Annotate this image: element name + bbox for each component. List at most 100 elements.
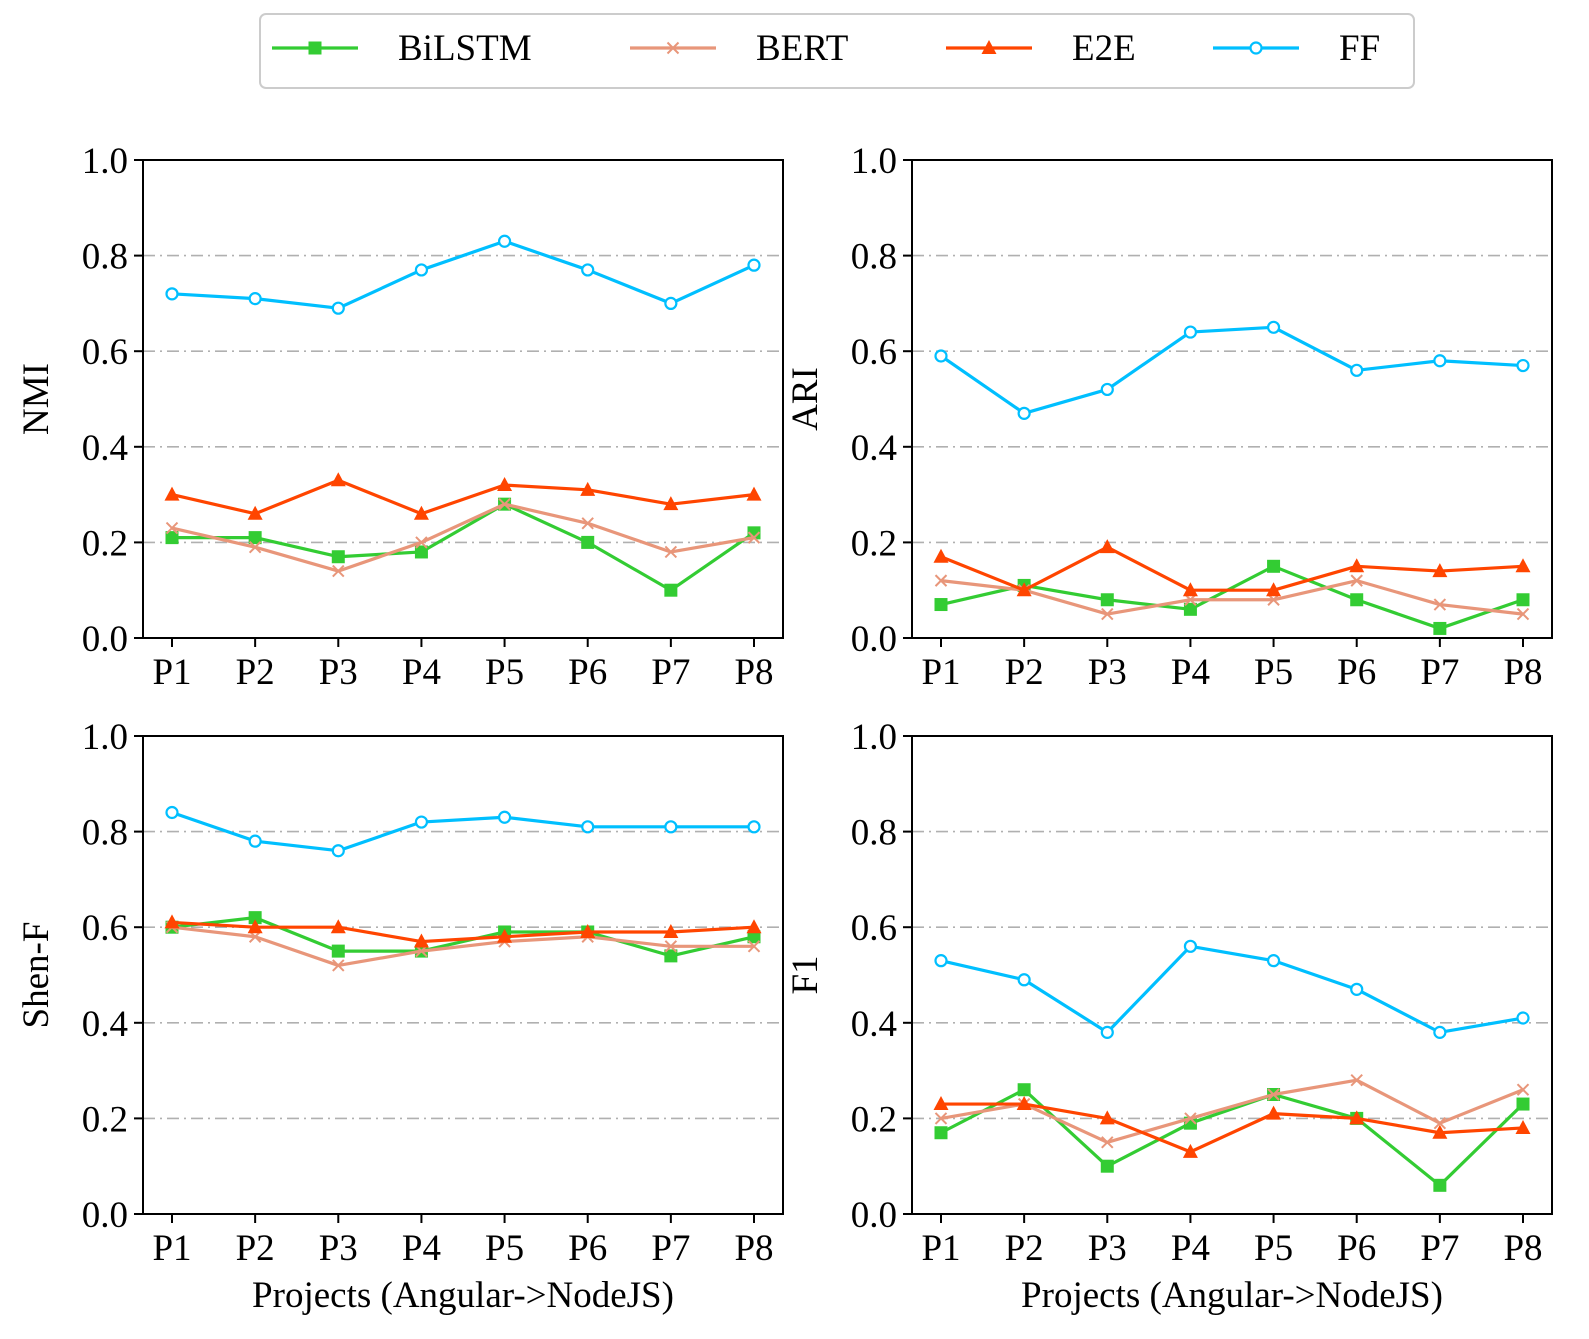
legend-label-e2e: E2E	[1072, 28, 1136, 69]
data-point-ff-p7	[1433, 1025, 1447, 1039]
data-point-bilstm-p7	[664, 583, 678, 597]
legend-label-bert: BERT	[756, 28, 848, 69]
data-point-ff-p2	[248, 834, 262, 848]
data-point-bilstm-p5	[1267, 559, 1281, 573]
y-tick-label: 0.8	[851, 237, 897, 278]
data-point-bert-p6	[581, 517, 594, 530]
data-point-bert-p3	[332, 564, 345, 578]
series-line-bert	[940, 579, 1524, 616]
y-axis-label: F1	[785, 955, 826, 994]
gridlines	[143, 830, 783, 1120]
x-tick-label-p4: P4	[1171, 1228, 1210, 1269]
data-point-bert-p8	[1516, 1083, 1530, 1096]
y-tick-label: 0.0	[851, 619, 897, 660]
data-point-bert-p8	[747, 940, 761, 953]
x-tick-label-p6: P6	[1337, 652, 1376, 693]
x-tick-label-p5: P5	[1254, 652, 1293, 693]
data-point-ff-p2	[248, 292, 262, 306]
y-tick-label: 0.8	[82, 237, 128, 278]
data-point-e2e-p8	[746, 919, 762, 934]
x-tick-label-p3: P3	[1088, 1228, 1127, 1269]
data-point-ff-p8	[747, 258, 761, 272]
data-point-e2e-p6	[1349, 1110, 1365, 1125]
legend-item-bilstm: BiLSTM	[272, 28, 532, 69]
data-point-ff-p7	[1433, 354, 1447, 368]
legend: BiLSTM BERT E2E FF	[259, 13, 1415, 89]
data-point-e2e-p8	[746, 486, 762, 501]
y-axis: 0.0 0.2 0.4 0.6 0.8 1.0	[82, 717, 143, 1236]
data-point-bilstm-p3	[1100, 593, 1114, 607]
data-point-bert-p7	[1433, 598, 1447, 611]
x-tick-label-p7: P7	[651, 652, 690, 693]
x-tick-label-p7: P7	[1420, 652, 1459, 693]
data-point-bert-p4	[415, 536, 428, 549]
series-e2e	[933, 539, 1531, 597]
data-point-bert-p7	[664, 545, 678, 559]
series-group	[933, 320, 1531, 635]
x-tick-label-p4: P4	[1171, 652, 1210, 693]
x-tick-label-p2: P2	[1005, 1228, 1044, 1269]
data-point-bilstm-p4	[1183, 602, 1197, 616]
x-tick-label-p8: P8	[1503, 652, 1542, 693]
data-point-ff-p1	[165, 287, 179, 301]
data-point-ff-p7	[664, 820, 678, 834]
y-tick-label: 0.2	[851, 523, 897, 564]
series-line-bilstm	[940, 1088, 1525, 1187]
legend-item-bert: BERT	[630, 28, 848, 69]
data-point-bilstm-p1	[165, 531, 179, 545]
data-point-e2e-p3	[330, 472, 346, 487]
data-point-bilstm-p7	[1433, 1178, 1447, 1192]
series-line-e2e	[941, 1102, 1524, 1154]
series-line-e2e	[171, 478, 755, 516]
legend-marker-square	[308, 41, 322, 55]
data-point-ff-p7	[664, 296, 678, 310]
y-tick-label: 0.4	[851, 1004, 897, 1045]
data-point-bert-p7	[664, 940, 678, 953]
data-point-ff-p1	[934, 954, 948, 968]
data-point-ff-p5	[497, 810, 512, 824]
series-line-bert	[171, 502, 755, 573]
y-tick-label: 0.2	[851, 1099, 897, 1140]
series-line-bert	[940, 1078, 1524, 1144]
series-line-ff	[171, 810, 754, 853]
series-bilstm	[934, 559, 1530, 635]
x-axis: P1 P2 P3 P4 P5 P6 P7 P8	[921, 638, 1543, 693]
data-point-bilstm-p3	[331, 550, 345, 564]
data-point-e2e-p3	[1099, 1110, 1115, 1125]
data-point-e2e-p2	[1016, 582, 1032, 597]
data-point-e2e-p7	[1432, 1124, 1448, 1139]
data-point-e2e-p6	[1349, 558, 1365, 573]
y-axis-label: Shen-F	[16, 922, 57, 1029]
series-line-ff	[940, 325, 1524, 415]
plot-frame	[911, 159, 1553, 639]
gridlines	[912, 254, 1552, 544]
data-point-bilstm-p2	[248, 911, 262, 925]
x-tick-label-p4: P4	[402, 652, 441, 693]
x-tick-label-p8: P8	[734, 1228, 773, 1269]
plot-frame	[142, 159, 784, 639]
y-tick-label: 1.0	[82, 141, 128, 182]
series-line-bilstm	[940, 564, 1524, 631]
data-point-bilstm-p8	[1516, 593, 1530, 607]
x-tick-label-p1: P1	[921, 1228, 960, 1269]
series-line-e2e	[171, 920, 755, 944]
y-tick-label: 1.0	[82, 717, 128, 758]
data-point-e2e-p7	[663, 496, 679, 511]
data-point-bert-p1	[934, 574, 948, 587]
data-point-ff-p8	[1516, 358, 1530, 373]
x-tick-label-p2: P2	[236, 652, 275, 693]
legend-frame	[259, 13, 1415, 89]
x-tick-label-p4: P4	[402, 1228, 441, 1269]
y-tick-label: 0.2	[82, 523, 128, 564]
legend-label-ff: FF	[1339, 28, 1380, 69]
x-tick-label-p3: P3	[1088, 652, 1127, 693]
data-point-bert-p3	[1101, 1136, 1114, 1149]
y-tick-label: 0.6	[82, 908, 128, 949]
data-point-ff-p8	[747, 820, 761, 834]
data-point-e2e-p3	[330, 919, 346, 934]
y-tick-label: 1.0	[851, 717, 897, 758]
y-axis: 0.0 0.2 0.4 0.6 0.8 1.0	[851, 141, 912, 660]
y-tick-label: 0.6	[851, 332, 897, 373]
series-line-e2e	[940, 545, 1524, 592]
x-tick-label-p1: P1	[921, 652, 960, 693]
